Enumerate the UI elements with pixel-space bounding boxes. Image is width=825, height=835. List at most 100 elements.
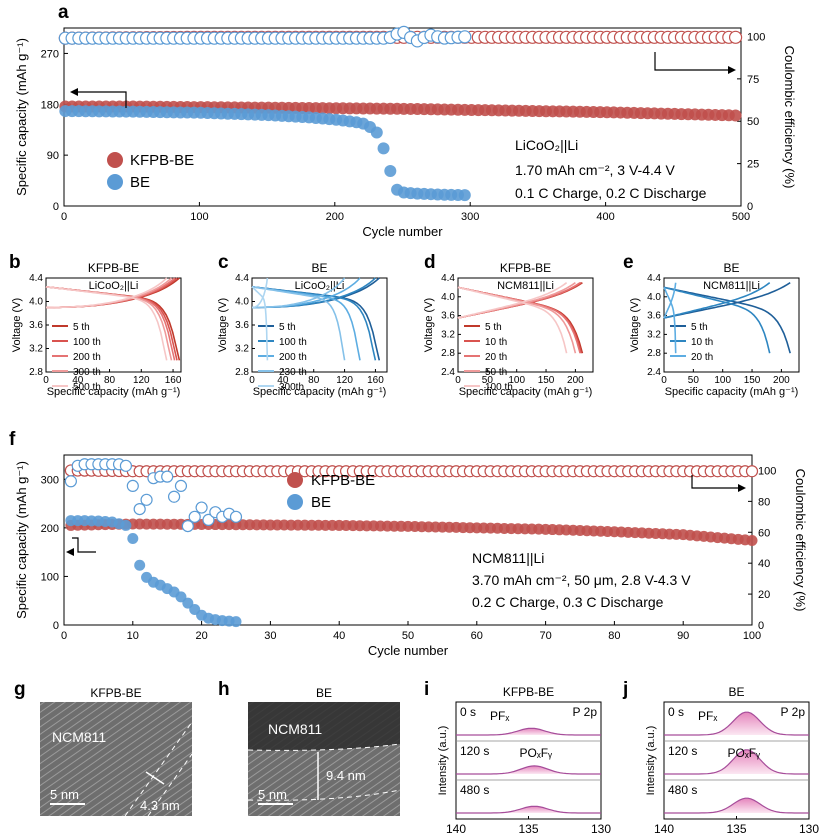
discharge-curve-4 — [457, 286, 568, 354]
x-tick-label: 60 — [471, 630, 483, 642]
capacity-axis-arrow — [75, 91, 127, 108]
orbital-label: P 2p — [781, 705, 806, 719]
y2-tick-label: 60 — [758, 527, 770, 539]
legend-marker-kfpb — [107, 152, 123, 168]
y2-tick-label: 20 — [758, 589, 770, 601]
spectrum-time-label: 0 s — [668, 705, 684, 719]
spectrum-line-1 — [456, 765, 601, 775]
panel-label-i: i — [424, 679, 429, 700]
panel-f: 0 10 20 30 40 50 60 70 80 90 100010020030002040608… — [14, 454, 808, 658]
x-tick-label: 0 — [61, 211, 67, 223]
kfpb-ce-point — [728, 30, 743, 44]
x-tick-label: 0 — [249, 375, 255, 386]
poxfy-label: POₓFᵧ — [728, 746, 761, 760]
be-capacity-point — [127, 533, 139, 545]
be-capacity-point — [230, 616, 242, 628]
discharge-curve-4 — [251, 286, 269, 361]
legend-label-2: 20 th — [691, 352, 713, 363]
discharge-curve-0 — [663, 286, 791, 354]
x-tick-label: 80 — [308, 375, 320, 386]
panel-i: 140 135 130 KFPB-BE Intensity (a.u.) 0 s 120 s… — [437, 685, 611, 835]
y-axis-label: Intensity (a.u.) — [437, 726, 449, 796]
y-tick-label: 3.2 — [441, 329, 455, 340]
kfpb-ce-point — [745, 465, 759, 478]
y-axis-label: Voltage (V) — [423, 298, 435, 352]
y-tick-label: 4.0 — [647, 292, 661, 303]
be-ce-point — [133, 502, 146, 516]
kfpb-capacity-point — [746, 534, 758, 546]
x-tick-label: 150 — [744, 375, 761, 386]
charge-curve-4 — [252, 277, 269, 309]
panel-label-e: e — [623, 252, 634, 273]
spectrum-fill-2 — [456, 806, 601, 813]
legend-label-1: 10 th — [485, 337, 507, 348]
be-ce-point — [161, 470, 174, 483]
x-tick-label: 200 — [326, 211, 344, 223]
pfx-label: PFₓ — [698, 709, 717, 723]
discharge-curve-1 — [663, 286, 771, 354]
be-ce-point — [174, 479, 188, 493]
charge-curve-3 — [252, 277, 346, 309]
cell-annotation: NCM811||Li — [703, 280, 760, 292]
x-tick-label: 40 — [333, 630, 345, 642]
ce-axis-arrow — [654, 52, 730, 71]
x-tick-label: 0 — [43, 375, 49, 386]
x-tick-label: 40 — [277, 375, 289, 386]
x-tick-label: 120 — [336, 375, 353, 386]
arrow-head — [728, 66, 736, 74]
y2-tick-label: 50 — [747, 116, 759, 128]
panel-e: 0 50 100 150 200 2.4 2.8 3.2 3.6 4.0 4.4 Specific c… — [629, 261, 800, 398]
annotation-rates: 0.1 C Charge, 0.2 C Discharge — [515, 185, 707, 201]
y-axis-label: Intensity (a.u.) — [645, 726, 657, 796]
spectrum-line-0 — [456, 727, 601, 736]
annotation-conditions: 3.70 mAh cm⁻², 50 μm, 2.8 V-4.3 V — [472, 572, 691, 588]
x-tick-label: 150 — [538, 375, 555, 386]
be-ce-point — [140, 493, 153, 506]
be-capacity-point — [370, 126, 383, 139]
spectrum-time-label: 120 s — [668, 744, 697, 758]
legend-label-1: 10 th — [691, 337, 713, 348]
y-axis-label: Voltage (V) — [11, 298, 23, 352]
y-tick-label: 3.6 — [647, 311, 661, 322]
pfx-label: PFₓ — [490, 709, 509, 723]
panel-title: KFPB-BE — [88, 261, 139, 275]
be-capacity-point — [377, 142, 390, 155]
y2-tick-label: 100 — [758, 465, 776, 477]
spectrum-fill-0 — [664, 712, 809, 735]
y-tick-label: 180 — [41, 99, 59, 111]
spectrum-fill-0 — [456, 728, 601, 735]
discharge-curve-2 — [663, 287, 677, 354]
panel-b: 0 40 80 120 160 2.8 3.2 3.6 4.0 4.4 Specific capac… — [11, 261, 182, 398]
spectrum-time-label: 0 s — [460, 705, 476, 719]
y-axis-label: Voltage (V) — [217, 298, 229, 352]
x-tick-label: 200 — [773, 375, 790, 386]
panel-title: KFPB-BE — [503, 685, 554, 699]
cell-annotation: NCM811||Li — [497, 280, 554, 292]
panel-g-tem: KFPB-BE NCM811 4.3 nm 5 nm — [40, 686, 193, 817]
x-tick-label: 135 — [726, 822, 746, 835]
y-tick-label: 4.4 — [29, 273, 43, 284]
y2-axis-label: Coulombic efficiency (%) — [793, 469, 808, 612]
interface-line — [247, 789, 401, 801]
tem-image — [40, 702, 192, 816]
panel-label-d: d — [424, 252, 436, 273]
plot-frame — [457, 277, 594, 373]
panel-c: 0 40 80 120 160 2.8 3.2 3.6 4.0 4.4 Specific capac… — [217, 261, 388, 398]
capacity-axis-arrow — [72, 537, 96, 553]
legend-label-3: 300 th — [73, 367, 101, 378]
spectrum-time-label: 120 s — [460, 744, 489, 758]
x-tick-label: 100 — [714, 375, 731, 386]
x-tick-label: 300 — [461, 211, 479, 223]
y-tick-label: 3.2 — [235, 344, 249, 355]
annotation-conditions: 1.70 mAh cm⁻², 3 V-4.4 V — [515, 162, 676, 178]
y2-tick-label: 0 — [758, 620, 764, 632]
y-axis-label: Voltage (V) — [629, 298, 641, 352]
legend-label-kfpb: KFPB-BE — [130, 152, 194, 169]
spectrum-line-1 — [664, 749, 809, 775]
y-tick-label: 0 — [53, 620, 59, 632]
spectrum-fill-1 — [664, 749, 809, 774]
be-capacity-point — [458, 189, 471, 202]
charge-curve-2 — [663, 282, 677, 319]
thickness-marker — [145, 771, 165, 785]
